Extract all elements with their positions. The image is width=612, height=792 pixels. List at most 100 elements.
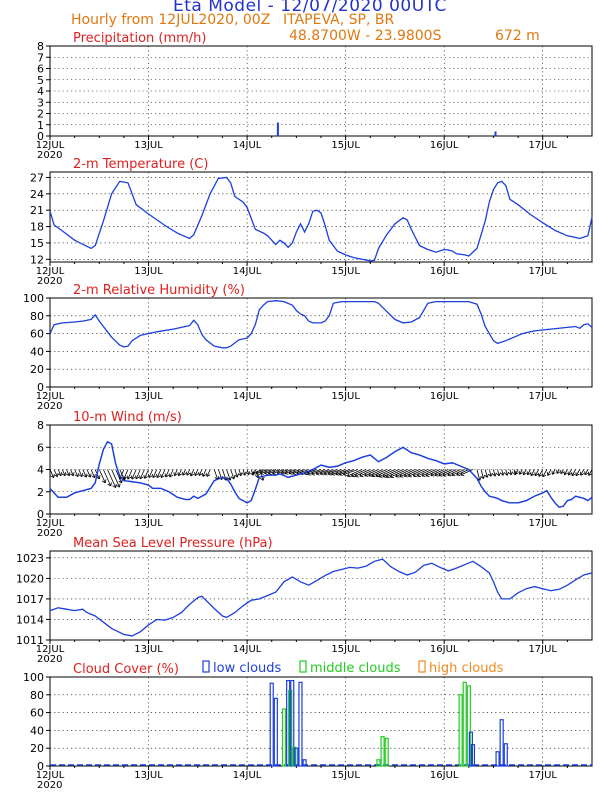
wind-arrow-head: [70, 472, 75, 477]
wind-arrow-head: [101, 479, 107, 484]
wind-arrow: [408, 469, 424, 477]
wind-arrow: [421, 469, 437, 477]
x-tick-label: 12JUL: [36, 644, 65, 655]
wind-arrow: [476, 469, 481, 481]
wind-arrow-head: [292, 470, 297, 475]
wind-arrow: [119, 469, 125, 480]
legend-swatch-middle: [299, 660, 307, 673]
y-tick-label: 24: [30, 188, 44, 201]
wind-arrow-head: [425, 472, 430, 477]
wind-arrow: [111, 469, 120, 488]
y-tick-label: 1017: [16, 593, 44, 606]
wind-arrow-head: [264, 470, 268, 475]
wind-arrow: [165, 469, 170, 478]
cloud-bar-low: [470, 744, 476, 767]
wind-arrow-head: [447, 471, 452, 477]
wind-arrow-head: [456, 471, 461, 476]
wind-arrow: [296, 469, 309, 475]
wind-arrow-head: [389, 473, 394, 479]
panel-6: [46, 660, 593, 770]
wind-arrow: [538, 469, 544, 477]
y-tick-label: 5: [37, 74, 44, 87]
wind-arrow-head: [315, 470, 320, 476]
wind-arrow-head: [575, 472, 580, 477]
x-tick-label: 12JUL: [36, 266, 65, 277]
series-line: [49, 300, 593, 349]
x-year-label: 2020: [37, 276, 62, 287]
wind-arrow-head: [442, 472, 447, 477]
x-tick-label: 15JUL: [331, 770, 360, 781]
wind-arrow-head: [91, 474, 96, 479]
wind-arrow: [103, 469, 112, 487]
wind-arrow: [49, 469, 55, 478]
cloud-bar-middle: [462, 681, 467, 767]
wind-arrow-head: [198, 471, 203, 476]
wind-arrow: [399, 469, 416, 477]
wind-arrow: [226, 469, 231, 481]
x-tick-label: 17JUL: [528, 391, 557, 402]
cloud-bar-low: [294, 747, 299, 767]
wind-arrow-head: [508, 471, 513, 476]
wind-arrow-head: [385, 473, 390, 479]
wind-arrow-head: [331, 471, 336, 476]
y-tick-label: 6: [37, 63, 44, 76]
y-tick-label: 18: [30, 221, 44, 234]
wind-arrow-head: [534, 472, 539, 477]
panel-4: [46, 424, 593, 518]
wind-arrow: [127, 469, 133, 480]
wind-arrow-head: [118, 479, 123, 484]
wind-arrow: [371, 469, 387, 477]
wind-arrow: [480, 469, 484, 479]
wind-arrow: [343, 469, 359, 475]
wind-arrow: [194, 469, 199, 476]
cloud-bar-low: [503, 743, 508, 767]
y-tick-label: 3: [37, 96, 44, 109]
wind-arrow-head: [530, 472, 535, 477]
wind-arrow: [82, 469, 87, 478]
wind-arrow: [315, 469, 330, 475]
wind-arrow-head: [206, 472, 211, 477]
wind-arrow-head: [130, 475, 136, 480]
cloud-bar-middle: [384, 737, 389, 767]
y-tick-label: 60: [30, 328, 44, 341]
wind-arrow: [160, 469, 166, 478]
wind-arrow-head: [484, 473, 489, 478]
wind-arrow-head: [460, 471, 465, 476]
wind-arrow: [206, 469, 211, 477]
wind-arrow: [74, 469, 79, 477]
wind-arrow: [230, 469, 235, 480]
wind-arrow: [174, 469, 178, 476]
wind-arrow: [250, 469, 254, 476]
wind-arrow-head: [434, 472, 439, 477]
y-tick-label: 6: [37, 441, 44, 454]
wind-arrow: [304, 469, 318, 475]
wind-arrow: [542, 469, 548, 478]
wind-arrow: [148, 469, 154, 478]
x-tick-label: 16JUL: [430, 770, 459, 781]
wind-arrow: [242, 469, 246, 476]
wind-arrow-head: [230, 475, 236, 480]
y-tick-label: 1014: [16, 613, 44, 626]
wind-arrow-head: [152, 474, 157, 479]
precip-bar: [494, 131, 497, 136]
y-tick-label: 12: [30, 253, 44, 266]
wind-arrow: [131, 469, 137, 480]
wind-arrow: [182, 469, 186, 476]
wind-arrow: [580, 469, 585, 476]
wind-arrow: [488, 469, 492, 477]
wind-arrow-head: [201, 472, 207, 477]
wind-arrow-head: [382, 473, 387, 478]
wind-arrow-head: [126, 475, 132, 480]
wind-arrow-head: [234, 473, 239, 478]
precip-bar: [276, 122, 279, 136]
wind-arrow: [560, 469, 564, 474]
wind-arrow: [588, 469, 593, 476]
x-tick-label: 15JUL: [331, 266, 360, 277]
x-tick-label: 16JUL: [430, 391, 459, 402]
wind-arrow-head: [571, 472, 576, 477]
wind-arrow: [497, 469, 500, 477]
y-tick-label: 80: [30, 689, 44, 702]
wind-arrow-head: [74, 473, 79, 478]
x-tick-label: 14JUL: [233, 518, 262, 529]
